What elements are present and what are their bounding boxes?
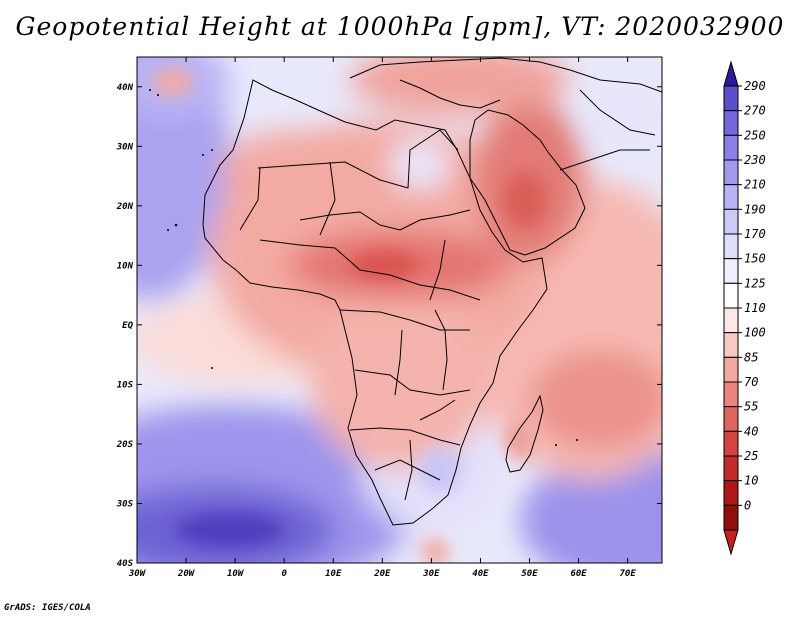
y-tick-label: EQ (122, 321, 133, 331)
y-tick-label: 20N (116, 202, 134, 212)
colorbar-label: 270 (744, 104, 766, 118)
x-tick-label: 30E (422, 569, 440, 579)
colorbar-label: 110 (744, 301, 766, 315)
map-area (137, 57, 662, 563)
colorbar-swatch (723, 184, 739, 210)
x-tick-label: 10W (227, 569, 245, 579)
colorbar-swatch (723, 430, 739, 457)
y-tick-label: 20S (116, 440, 134, 450)
colorbar-label: 210 (744, 178, 766, 192)
x-tick-label: 60E (570, 569, 587, 579)
colorbar-label: 40 (744, 424, 758, 438)
colorbar-label: 70 (744, 375, 758, 389)
colorbar-swatch (723, 134, 739, 161)
colorbar-swatch (723, 85, 739, 112)
chart-title: Geopotential Height at 1000hPa [gpm], VT… (15, 12, 785, 41)
colorbar-swatch (723, 480, 739, 506)
x-tick-label: 30W (128, 569, 147, 579)
colorbar-swatch (723, 258, 739, 284)
colorbar-bottom-cap (723, 529, 739, 556)
x-tick-label: 0 (281, 569, 287, 579)
colorbar-swatch (723, 381, 739, 408)
colorbar-label: 10 (744, 474, 758, 488)
colorbar-label: 100 (744, 326, 766, 340)
x-tick-label: 20W (177, 569, 196, 579)
colorbar-label: 150 (744, 252, 766, 266)
x-tick-label: 10E (325, 569, 342, 579)
y-tick-label: 40N (117, 83, 134, 93)
y-tick-label: 10S (117, 380, 134, 390)
colorbar-swatch (723, 406, 739, 432)
colorbar-swatch (723, 110, 739, 136)
colorbar-label: 170 (744, 227, 766, 241)
y-tick-label: 40S (117, 559, 134, 569)
axes: 30W 20W 10W 0 10E 20E 30E 40E 50E 60E 70E 40N 30N 20N… (116, 57, 662, 579)
colorbar-label: 25 (744, 449, 758, 463)
colorbar-label: 85 (744, 350, 758, 364)
colorbar-swatch (723, 282, 739, 309)
colorbar-swatch (723, 307, 739, 334)
colorbar-swatch (723, 356, 739, 383)
colorbar-label: 190 (744, 202, 766, 216)
colorbar-swatch (723, 233, 739, 260)
credit-label: GrADS: IGES/COLA (4, 603, 91, 613)
colorbar-label: 125 (744, 276, 766, 290)
colorbar-top-cap (723, 60, 739, 87)
x-tick-label: 50E (521, 569, 538, 579)
map-frame (136, 56, 663, 564)
colorbar-swatch (723, 332, 739, 358)
colorbar-label: 230 (744, 153, 766, 167)
colorbar-label: 0 (744, 498, 751, 512)
y-tick-label: 30S (116, 499, 134, 509)
colorbar-swatch (723, 159, 739, 186)
colorbar-swatch (723, 504, 739, 531)
colorbar-label: 55 (744, 400, 758, 414)
colorbar-label: 250 (744, 128, 766, 142)
x-tick-label: 70E (620, 569, 637, 579)
colorbar-swatch (723, 455, 739, 482)
colorbar: 2902702502302101901701501251101008570554… (723, 60, 766, 556)
x-tick-label: 40E (472, 569, 489, 579)
x-tick-label: 20E (373, 569, 391, 579)
y-tick-label: 30N (116, 142, 134, 152)
colorbar-label: 290 (744, 79, 766, 93)
y-tick-label: 10N (117, 261, 134, 271)
colorbar-swatch (723, 208, 739, 235)
